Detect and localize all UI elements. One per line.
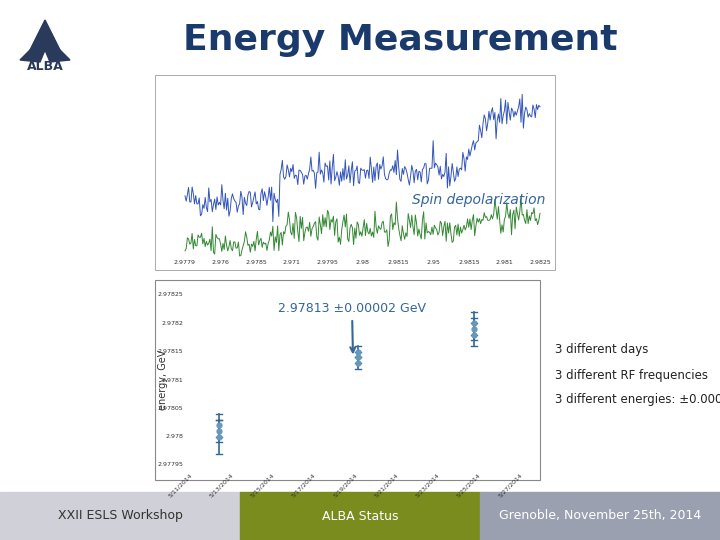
Text: 5/21/2014: 5/21/2014 bbox=[373, 472, 400, 498]
Text: 2.976: 2.976 bbox=[212, 260, 230, 265]
Text: ALBA: ALBA bbox=[27, 59, 63, 72]
Text: 2.97815: 2.97815 bbox=[158, 349, 183, 354]
Text: 2.97805: 2.97805 bbox=[158, 406, 183, 411]
Bar bbox=[480, 492, 720, 540]
Text: 2.9825: 2.9825 bbox=[529, 260, 551, 265]
Text: 5/15/2014: 5/15/2014 bbox=[250, 472, 276, 498]
Text: 3 different energies: ±0.0001 GeV: 3 different energies: ±0.0001 GeV bbox=[555, 394, 720, 407]
Text: ALBA Status: ALBA Status bbox=[322, 510, 398, 523]
Text: 2.9781: 2.9781 bbox=[161, 377, 183, 382]
Text: energy, GeV: energy, GeV bbox=[158, 350, 168, 410]
Polygon shape bbox=[30, 20, 60, 50]
Text: 5/23/2014: 5/23/2014 bbox=[415, 472, 441, 498]
Text: 5/25/2014: 5/25/2014 bbox=[456, 472, 482, 498]
Text: 2.9782: 2.9782 bbox=[161, 321, 183, 326]
Text: 2.9779: 2.9779 bbox=[174, 260, 196, 265]
Text: Grenoble, November 25th, 2014: Grenoble, November 25th, 2014 bbox=[499, 510, 701, 523]
Text: 2.9795: 2.9795 bbox=[316, 260, 338, 265]
Bar bbox=[155, 75, 555, 270]
Text: 5/13/2014: 5/13/2014 bbox=[208, 472, 234, 498]
Text: 2.97813 ±0.00002 GeV: 2.97813 ±0.00002 GeV bbox=[278, 302, 426, 352]
Text: 2.978: 2.978 bbox=[165, 434, 183, 439]
Polygon shape bbox=[45, 50, 70, 62]
Text: 5/27/2014: 5/27/2014 bbox=[497, 472, 523, 498]
Text: 5/19/2014: 5/19/2014 bbox=[332, 472, 358, 498]
Text: 2.9815: 2.9815 bbox=[458, 260, 480, 265]
Text: 2.98: 2.98 bbox=[356, 260, 369, 265]
Text: 2.97825: 2.97825 bbox=[157, 293, 183, 298]
Text: Energy Measurement: Energy Measurement bbox=[183, 23, 617, 57]
Text: 2.95: 2.95 bbox=[426, 260, 441, 265]
Text: 3 different days: 3 different days bbox=[555, 343, 649, 356]
Text: 2.9815: 2.9815 bbox=[387, 260, 409, 265]
Bar bbox=[240, 492, 480, 540]
Text: 2.971: 2.971 bbox=[282, 260, 300, 265]
Text: 2.97795: 2.97795 bbox=[157, 462, 183, 468]
Text: 3 different RF frequencies: 3 different RF frequencies bbox=[555, 368, 708, 381]
Text: 5/11/2014: 5/11/2014 bbox=[167, 472, 193, 498]
Text: 2.981: 2.981 bbox=[495, 260, 513, 265]
Text: 5/17/2014: 5/17/2014 bbox=[291, 472, 317, 498]
Bar bbox=[155, 280, 540, 480]
Bar bbox=[0, 492, 240, 540]
Text: XXII ESLS Workshop: XXII ESLS Workshop bbox=[58, 510, 182, 523]
Polygon shape bbox=[20, 50, 45, 62]
Text: Spin depolarization: Spin depolarization bbox=[412, 193, 545, 207]
Text: 2.9785: 2.9785 bbox=[245, 260, 267, 265]
